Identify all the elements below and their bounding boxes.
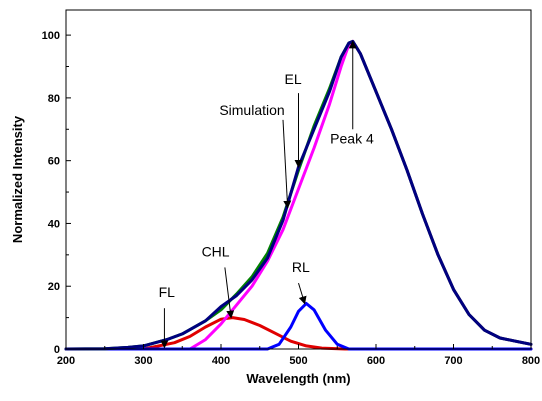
y-tick-label: 0 [54,344,60,356]
annotation-arrow [298,282,307,305]
x-tick-label: 400 [212,355,230,367]
y-axis-title: Normalized Intensity [10,115,25,243]
series-layer [64,39,533,351]
annotation-arrow [224,267,235,319]
annotation-label: RL [292,259,310,275]
series-line-4 [64,39,533,351]
annotation-arrow [282,119,292,209]
x-tick-label: 300 [134,355,152,367]
y-tick-label: 80 [48,93,60,105]
annotation-label: EL [285,71,302,87]
series-line-0 [64,316,533,351]
y-tick-label: 60 [48,156,60,168]
annotation-label: CHL [202,243,230,259]
y-tick-label: 40 [48,218,60,230]
axes-layer: 200 300 400 500 600 700 800 0 20 40 60 80 100 [42,30,541,367]
x-axis-title: Wavelength (nm) [246,371,350,386]
annotation-label: Peak 4 [330,130,374,146]
plot-frame [65,9,532,350]
x-tick-label: 800 [522,355,540,367]
annotation-label: FL [159,284,176,300]
x-tick-label: 700 [444,355,462,367]
x-tick-label: 600 [367,355,385,367]
x-tick-label: 200 [57,355,75,367]
y-tick-label: 100 [42,30,60,42]
y-tick-label: 20 [48,281,60,293]
x-tick-label: 500 [289,355,307,367]
annotation-label: Simulation [219,102,284,118]
